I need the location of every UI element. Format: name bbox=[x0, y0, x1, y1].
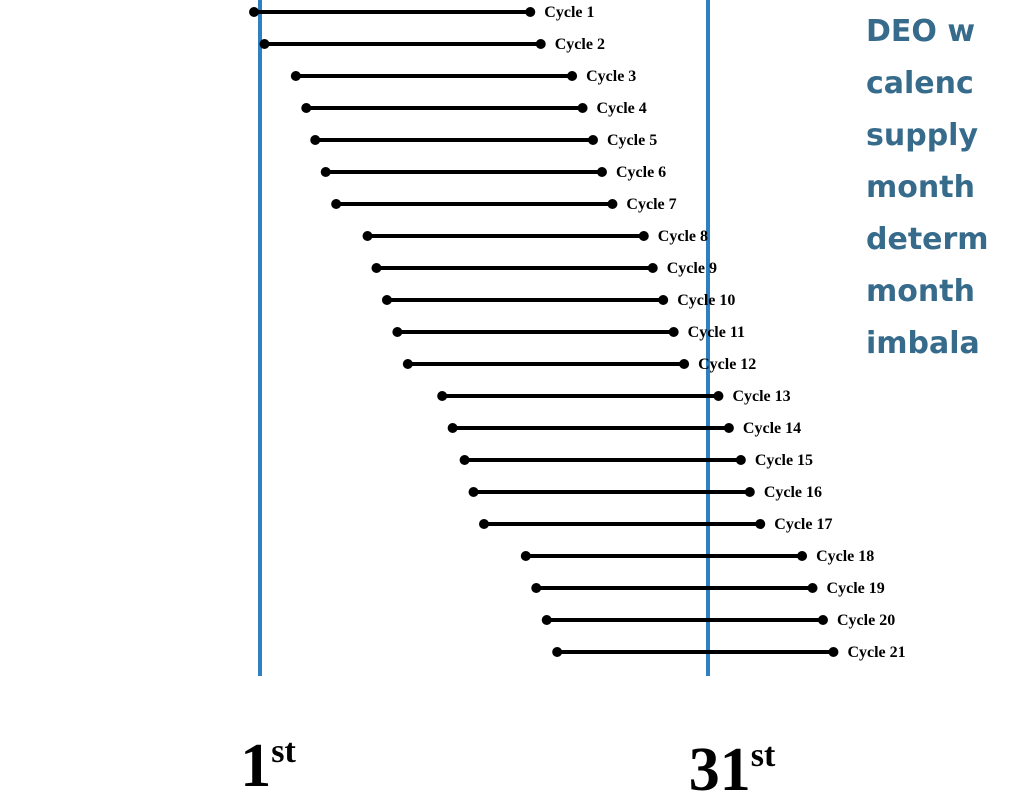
cycle-start-dot bbox=[320, 167, 331, 177]
cycle-start-dot bbox=[381, 295, 392, 305]
cycle-start-dot bbox=[301, 103, 312, 113]
last-day-suffix: st bbox=[751, 737, 776, 774]
cycle-end-dot bbox=[638, 231, 649, 241]
cycle-start-dot bbox=[402, 359, 413, 369]
cycle-label: Cycle 15 bbox=[755, 452, 813, 469]
cycle-label: Cycle 18 bbox=[816, 548, 874, 565]
cycle-label: Cycle 2 bbox=[555, 36, 605, 53]
cycle-start-dot bbox=[392, 327, 403, 337]
cycle-end-dot bbox=[607, 199, 618, 209]
cycle-end-dot bbox=[713, 391, 724, 401]
side-text-line-4: month bbox=[866, 170, 975, 205]
side-text-line-7: imbala bbox=[866, 326, 980, 361]
cycle-label: Cycle 8 bbox=[658, 228, 708, 245]
cycle-end-dot bbox=[679, 359, 690, 369]
cycle-start-dot bbox=[371, 263, 382, 273]
cycle-start-dot bbox=[437, 391, 448, 401]
first-day-number: 1 bbox=[240, 732, 271, 796]
cycle-label: Cycle 3 bbox=[586, 68, 636, 85]
cycle-label: Cycle 19 bbox=[827, 580, 885, 597]
cycle-label: Cycle 7 bbox=[626, 196, 676, 213]
cycle-start-dot bbox=[541, 615, 552, 625]
billing-cycles: Cycle 1 Cycle 2 Cycle 3 Cycle 4 Cycle 5 Cycle… bbox=[249, 4, 906, 661]
side-text-line-3: supply bbox=[866, 118, 979, 153]
cycle-end-dot bbox=[807, 583, 818, 593]
cycle-end-dot bbox=[567, 71, 578, 81]
cycle-label: Cycle 11 bbox=[688, 324, 745, 341]
cycle-end-dot bbox=[525, 7, 536, 17]
cycle-end-dot bbox=[755, 519, 766, 529]
cycle-label: Cycle 10 bbox=[677, 292, 735, 309]
cycle-label: Cycle 13 bbox=[732, 388, 790, 405]
side-text-line-5: determ bbox=[866, 222, 989, 257]
cycle-label: Cycle 12 bbox=[698, 356, 756, 373]
cycle-label: Cycle 17 bbox=[774, 516, 832, 533]
cycle-end-dot bbox=[577, 103, 588, 113]
cycle-end-dot bbox=[596, 167, 607, 177]
cycle-start-dot bbox=[331, 199, 342, 209]
cycle-start-dot bbox=[290, 71, 301, 81]
first-day-marker: 1st bbox=[240, 732, 296, 796]
cycle-label: Cycle 5 bbox=[607, 132, 657, 149]
cycle-start-dot bbox=[531, 583, 542, 593]
cycle-label: Cycle 20 bbox=[837, 612, 895, 629]
cycle-label: Cycle 6 bbox=[616, 164, 666, 181]
cycle-start-dot bbox=[459, 455, 470, 465]
cycle-start-dot bbox=[249, 7, 260, 17]
cycle-start-dot bbox=[310, 135, 321, 145]
side-text-line-1: DEO w bbox=[866, 14, 976, 49]
cycle-start-dot bbox=[552, 647, 563, 657]
cycle-end-dot bbox=[658, 295, 669, 305]
cycle-end-dot bbox=[797, 551, 808, 561]
cycle-label: Cycle 9 bbox=[667, 260, 717, 277]
cycle-label: Cycle 21 bbox=[847, 644, 905, 661]
cycle-start-dot bbox=[468, 487, 479, 497]
cycle-start-dot bbox=[447, 423, 458, 433]
cycle-end-dot bbox=[828, 647, 839, 657]
cycle-end-dot bbox=[735, 455, 746, 465]
last-day-number: 31 bbox=[689, 736, 751, 796]
side-text-line-6: month bbox=[866, 274, 975, 309]
cycle-start-dot bbox=[479, 519, 489, 529]
last-day-marker: 31st bbox=[689, 736, 776, 796]
cycle-start-dot bbox=[259, 39, 270, 49]
cycle-start-dot bbox=[520, 551, 531, 561]
cycle-label: Cycle 4 bbox=[597, 100, 647, 117]
cycle-end-dot bbox=[744, 487, 755, 497]
first-day-suffix: st bbox=[271, 733, 296, 770]
cycle-end-dot bbox=[723, 423, 734, 433]
cycle-end-dot bbox=[535, 39, 546, 49]
cycle-end-dot bbox=[647, 263, 658, 273]
cycle-start-dot bbox=[362, 231, 373, 241]
month-boundary-lines bbox=[258, 0, 710, 676]
cycle-label: Cycle 14 bbox=[743, 420, 801, 437]
cycle-label: Cycle 1 bbox=[544, 4, 594, 21]
side-text-line-2: calenc bbox=[866, 66, 974, 101]
cycle-end-dot bbox=[668, 327, 679, 337]
cycle-end-dot bbox=[588, 135, 599, 145]
cycle-label: Cycle 16 bbox=[764, 484, 822, 501]
cycle-end-dot bbox=[817, 615, 828, 625]
